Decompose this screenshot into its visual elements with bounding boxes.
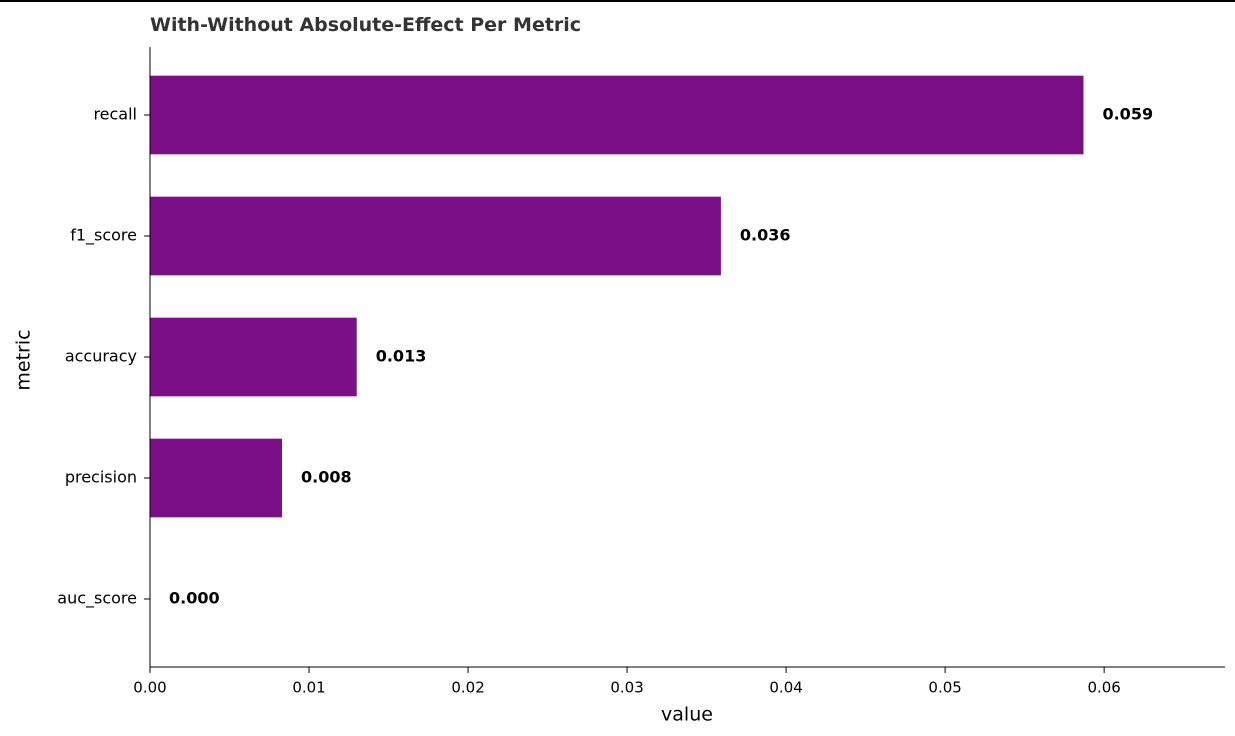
y-tick-label: auc_score	[57, 589, 137, 609]
x-tick-label: 0.03	[610, 679, 643, 697]
x-tick-label: 0.01	[292, 679, 325, 697]
value-label: 0.008	[301, 468, 352, 487]
bar	[150, 438, 282, 518]
x-tick-label: 0.05	[928, 679, 961, 697]
x-axis-label: value	[661, 704, 713, 726]
x-tick-label: 0.04	[769, 679, 802, 697]
y-tick-label: f1_score	[70, 226, 137, 246]
y-axis-label: metric	[13, 329, 35, 390]
bar	[150, 196, 721, 276]
value-label: 0.013	[376, 347, 427, 366]
chart-title: With-Without Absolute-Effect Per Metric	[150, 14, 581, 36]
x-tick-label: 0.00	[133, 679, 166, 697]
bar	[150, 75, 1084, 155]
x-tick-label: 0.06	[1087, 679, 1120, 697]
x-tick-label: 0.02	[451, 679, 484, 697]
value-label: 0.000	[169, 589, 220, 608]
value-label: 0.036	[740, 226, 791, 245]
value-label: 0.059	[1102, 105, 1153, 124]
y-tick-label: accuracy	[65, 347, 137, 366]
y-tick-label: recall	[93, 105, 137, 124]
bar	[150, 317, 357, 397]
y-tick-label: precision	[65, 468, 137, 487]
